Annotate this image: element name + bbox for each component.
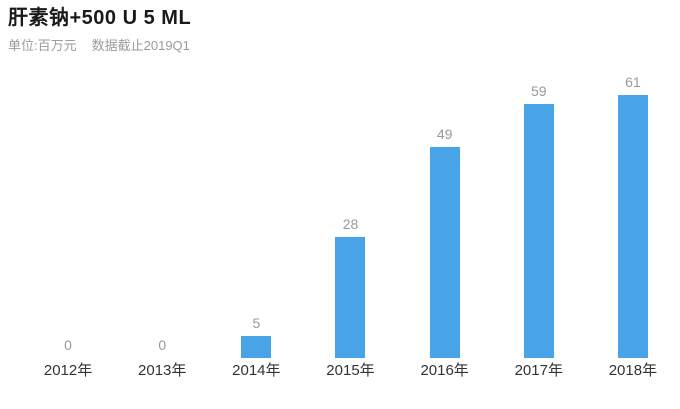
bar-value-label: 0 [64, 337, 72, 353]
bar [617, 95, 648, 358]
bar-value-label: 0 [158, 337, 167, 353]
bar-group: 0 2012年 [21, 60, 115, 379]
x-axis-label: 2015年 [326, 362, 375, 379]
x-axis-label: 2013年 [138, 362, 187, 379]
bar-value-label: 59 [530, 83, 547, 99]
bar-group: 28 2015年 [303, 60, 397, 379]
chart-subtitle: 单位:百万元 数据截止2019Q1 [8, 38, 191, 54]
bar-value-label: 49 [436, 126, 453, 142]
bar-group: 59 2017年 [492, 60, 586, 379]
x-axis-label: 2018年 [608, 362, 658, 379]
chart-header: 肝素钠+500 U 5 ML 单位:百万元 数据截止2019Q1 [8, 6, 191, 54]
bar-group: 0 2013年 [115, 60, 209, 379]
bar-group: 49 2016年 [398, 60, 492, 379]
bar-group: 61 2018年 [586, 60, 680, 379]
bar [335, 237, 366, 358]
unit-label: 单位:百万元 [8, 38, 77, 53]
bar-group: 5 2014年 [209, 60, 303, 379]
bar-value-label: 5 [252, 315, 261, 331]
x-axis-label: 2017年 [514, 362, 563, 379]
x-axis-label: 2012年 [43, 362, 93, 379]
chart-title: 肝素钠+500 U 5 ML [8, 7, 192, 29]
bar-chart: 0 2012年 0 2013年 5 2014年 28 2015年 49 2016年 59 2017年 6… [21, 60, 680, 379]
bar [429, 147, 460, 358]
bar [523, 104, 554, 358]
data-cutoff-label: 数据截止2019Q1 [91, 38, 190, 53]
bar-value-label: 28 [342, 216, 359, 232]
bar [241, 336, 272, 358]
x-axis-label: 2016年 [420, 362, 469, 379]
x-axis-label: 2014年 [232, 362, 281, 379]
bar-value-label: 61 [625, 74, 641, 90]
